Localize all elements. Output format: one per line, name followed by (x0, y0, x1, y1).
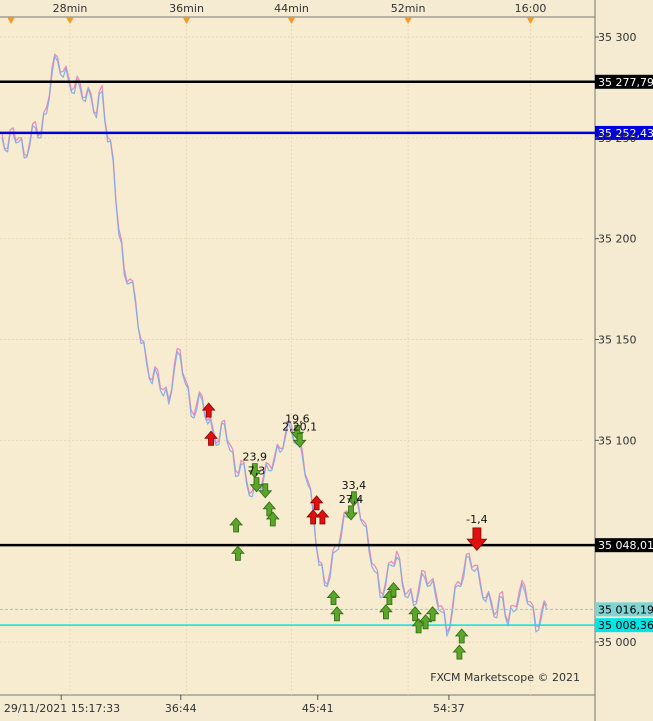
trade-arrow-up-green[interactable] (386, 581, 401, 597)
trade-arrow-up-green[interactable] (379, 604, 393, 620)
session-marker (182, 17, 191, 24)
trade-arrow-up-green[interactable] (330, 606, 344, 622)
trade-arrow-up-green[interactable] (326, 589, 341, 605)
right-axis-panel (595, 0, 653, 721)
bottom-tick-label: 29/11/2021 15:17:33 (4, 702, 120, 715)
y-tick-label: 35 100 (598, 434, 637, 447)
trade-arrow-up-green[interactable] (452, 644, 467, 660)
grid-lines (0, 17, 583, 695)
trade-arrow-up-green[interactable] (229, 517, 243, 533)
y-tick-label: 35 000 (598, 636, 637, 649)
y-tick-label: 35 150 (598, 334, 637, 347)
x-axis-top: 28min 36min 44min 52min 16:00 (7, 2, 546, 24)
trade-pnl-label: -1,4 (466, 513, 487, 526)
session-marker (404, 17, 413, 24)
trade-pnl-label: 19,6 (285, 412, 310, 425)
top-tick-label: 28min (53, 2, 88, 15)
trade-arrow-up-green[interactable] (418, 614, 433, 630)
x-axis-bottom: 29/11/2021 15:17:33 36:44 45:41 54:37 (4, 695, 465, 715)
top-tick-label: 52min (391, 2, 426, 15)
y-axis: 35 300 35 250 35 200 35 150 35 100 35 000 (595, 31, 637, 649)
top-axis-panel (0, 0, 595, 17)
session-marker (7, 17, 15, 24)
trade-arrow-down-green[interactable] (344, 505, 358, 521)
watermark: FXCM Marketscope © 2021 (430, 671, 580, 684)
trade-pnl-label: 27,4 (339, 493, 364, 506)
trade-arrow-down-green[interactable] (247, 463, 262, 479)
level-price-label: 35 048,01 (598, 539, 653, 552)
trade-arrow-up-red[interactable] (315, 509, 330, 525)
session-marker (65, 17, 74, 24)
level-price-tag (595, 602, 653, 617)
level-price-tag (595, 125, 653, 140)
level-price-tag (595, 538, 653, 553)
trade-arrow-down-green[interactable] (249, 477, 264, 493)
session-marker (526, 17, 535, 24)
trade-arrow-up-red[interactable] (204, 430, 218, 446)
trade-arrow-up-green[interactable] (408, 606, 422, 622)
trade-pnl-label: 2,20,1 (282, 420, 317, 433)
y-tick-label: 35 300 (598, 31, 637, 44)
level-price-tag (595, 74, 653, 89)
bottom-tick-label: 54:37 (433, 702, 465, 715)
level-price-label: 35 277,79 (598, 76, 653, 89)
price-series (1, 53, 548, 637)
trade-pnl-label: 7,3 (248, 465, 266, 478)
y-tick-label: 35 200 (598, 233, 637, 246)
session-marker (287, 17, 296, 24)
level-price-label: 35 016,19 (598, 603, 653, 616)
series-line-1 (1, 55, 548, 637)
bottom-axis-panel (0, 695, 595, 721)
trade-arrow-down-red[interactable] (466, 527, 488, 552)
trade-arrow-up-green[interactable] (425, 606, 440, 622)
trade-arrow-up-green[interactable] (231, 545, 245, 561)
bottom-tick-label: 36:44 (165, 702, 197, 715)
trade-pnl-label: 33,4 (342, 479, 367, 492)
bottom-tick-label: 45:41 (302, 702, 334, 715)
level-price-label: 35 008,36 (598, 619, 653, 632)
trade-arrow-up-red[interactable] (309, 495, 324, 511)
trade-arrow-down-green[interactable] (258, 483, 273, 499)
trade-arrow-down-green[interactable] (347, 491, 361, 507)
trade-arrow-down-green[interactable] (292, 432, 307, 448)
trade-arrow-up-red[interactable] (201, 402, 216, 418)
plot-area (0, 17, 595, 695)
level-price-label: 35 252,43 (598, 127, 653, 140)
trade-arrow-up-green[interactable] (265, 511, 280, 527)
trade-markers[interactable]: 23,97,3 19,62,20,1 33,427,4 -1,4 (201, 402, 488, 660)
top-tick-label: 36min (169, 2, 204, 15)
y-tick-label: 35 250 (598, 132, 637, 145)
horizontal-levels[interactable]: 35 277,79 35 252,43 35 048,01 35 016,19 35 0… (0, 74, 653, 633)
top-tick-label: 16:00 (515, 2, 547, 15)
trade-pnl-label: 23,9 (243, 451, 268, 464)
trade-arrow-up-green[interactable] (454, 628, 469, 644)
level-price-tag (595, 618, 653, 633)
top-tick-label: 44min (274, 2, 309, 15)
